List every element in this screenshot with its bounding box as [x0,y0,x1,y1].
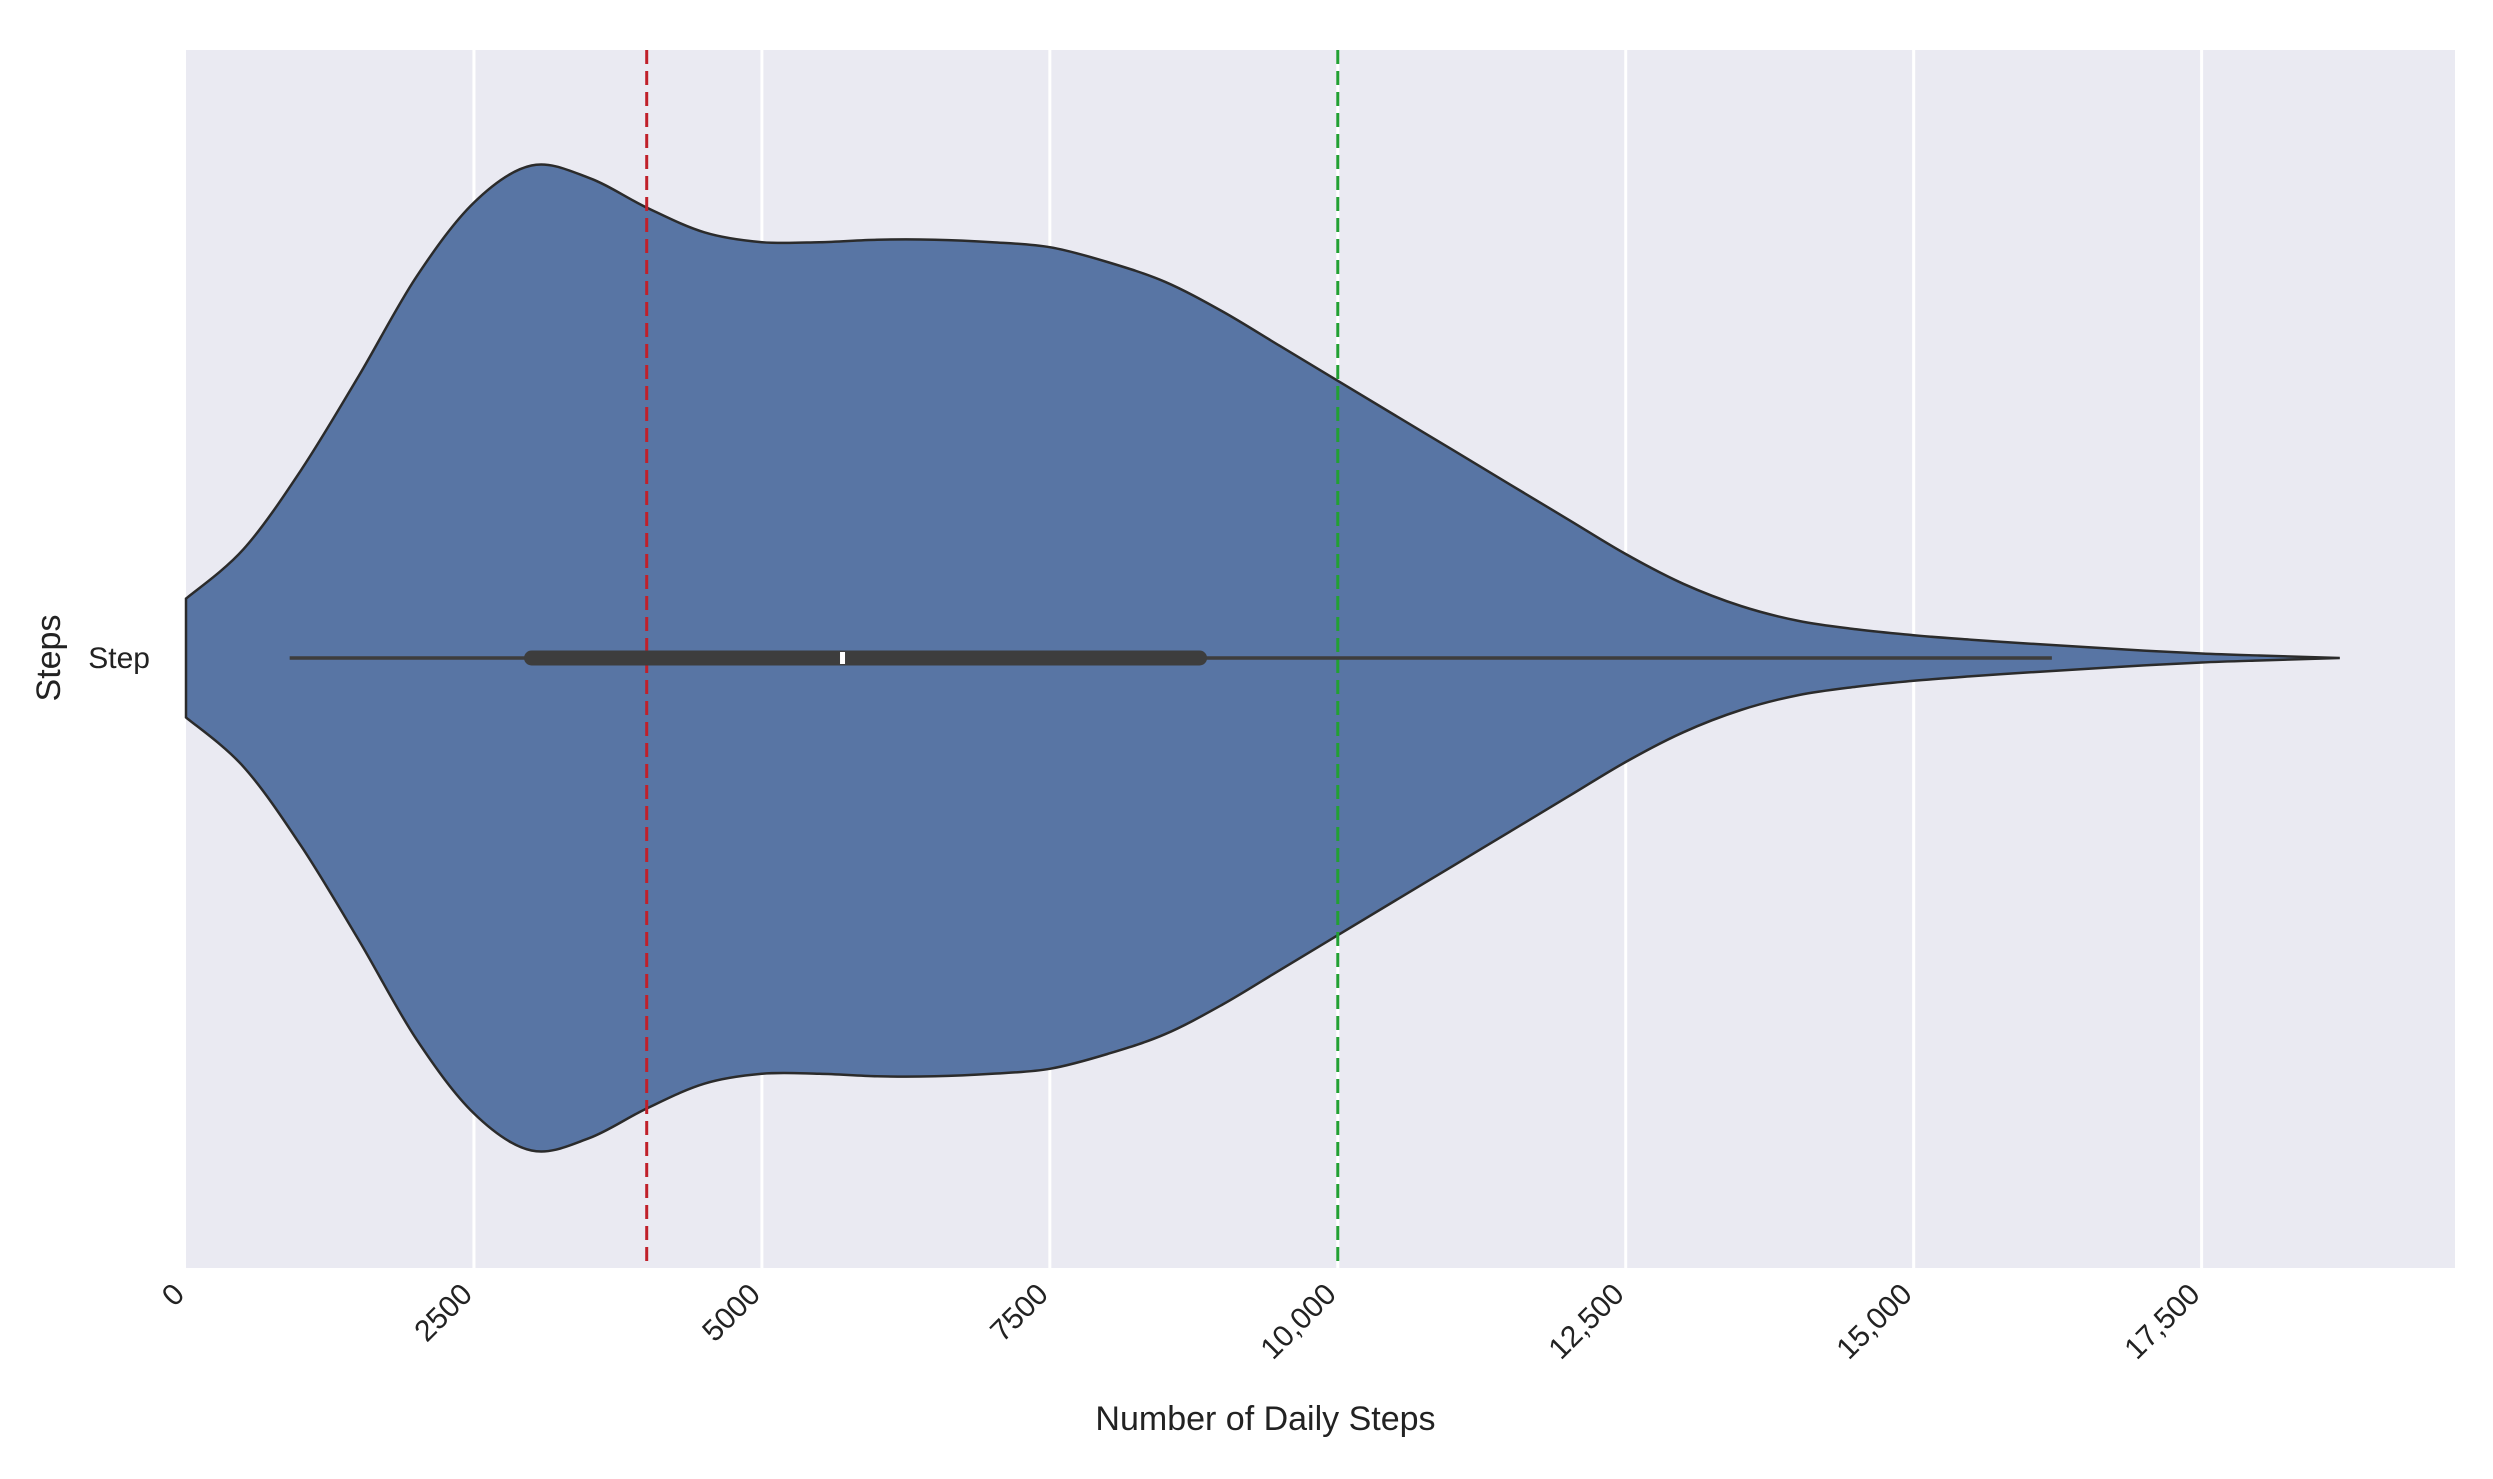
x-tick-label: 10,000 [1255,1278,1343,1366]
x-tick-label: 17,500 [2118,1278,2206,1366]
x-tick-label: 2500 [408,1278,479,1349]
x-tick-label: 7500 [984,1278,1055,1349]
y-axis-title: Steps [30,615,68,702]
median-marker [840,652,846,664]
x-tick-label: 12,500 [1542,1278,1630,1366]
x-tick-label: 15,000 [1830,1278,1918,1366]
x-tick-label: 5000 [696,1278,767,1349]
box-plot [289,650,2052,666]
x-tick-labels: 0 2500 5000 7500 10,000 12,500 15,000 17,500 [156,1278,2207,1366]
category-label: Step [88,642,150,675]
x-axis-title: Number of Daily Steps [1095,1400,1435,1438]
x-tick-label: 0 [156,1278,191,1313]
